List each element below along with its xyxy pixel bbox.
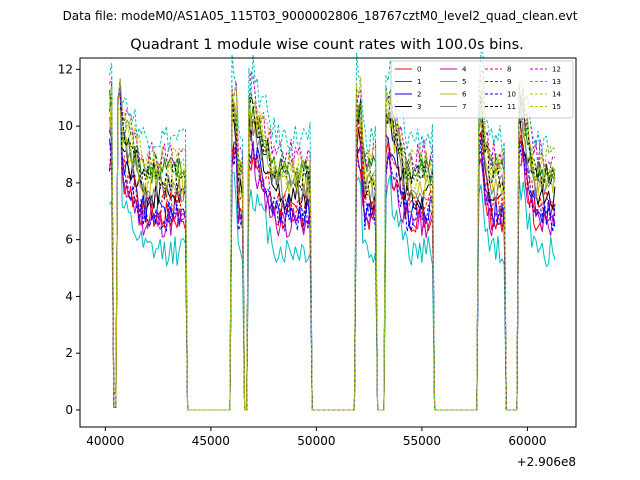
legend-label-8: 8 [507,66,511,74]
y-tick-label: 4 [65,289,73,303]
legend-box [390,60,574,119]
series-line-15 [109,89,556,411]
x-offset-label: +2.906e8 [517,455,576,469]
x-tick-label: 55000 [403,434,441,448]
legend-label-1: 1 [417,78,421,86]
y-tick-label: 10 [58,119,73,133]
y-tick-label: 12 [58,62,73,76]
y-tick-label: 6 [65,233,73,247]
x-axis: 40000 45000 50000 55000 60000 [86,427,547,448]
legend-label-3: 3 [417,103,421,111]
legend-label-12: 12 [552,66,561,74]
legend-label-6: 6 [462,91,467,99]
legend-label-14: 14 [552,91,561,99]
x-tick-label: 40000 [86,434,124,448]
series-line-10 [109,80,556,411]
legend-label-5: 5 [462,78,466,86]
chart-title: Quadrant 1 module wise count rates with … [130,37,524,53]
legend-label-9: 9 [507,78,511,86]
axes-frame [79,57,577,428]
legend-label-15: 15 [552,103,561,111]
y-tick-label: 2 [65,346,73,360]
legend-label-2: 2 [417,91,421,99]
legend-label-10: 10 [507,91,516,99]
chart-suptitle: Data file: modeM0/AS1A05_115T03_90000028… [63,9,578,23]
x-tick-label: 60000 [508,434,546,448]
legend-label-7: 7 [462,103,466,111]
legend-label-0: 0 [417,66,421,74]
y-tick-label: 8 [65,176,73,190]
x-tick-label: 50000 [297,434,335,448]
legend-label-4: 4 [462,66,467,74]
legend-label-11: 11 [507,103,516,111]
y-tick-label: 0 [65,403,73,417]
legend-label-13: 13 [552,78,561,86]
y-axis: 0 2 4 6 8 10 12 [58,62,80,417]
x-tick-label: 45000 [192,434,230,448]
